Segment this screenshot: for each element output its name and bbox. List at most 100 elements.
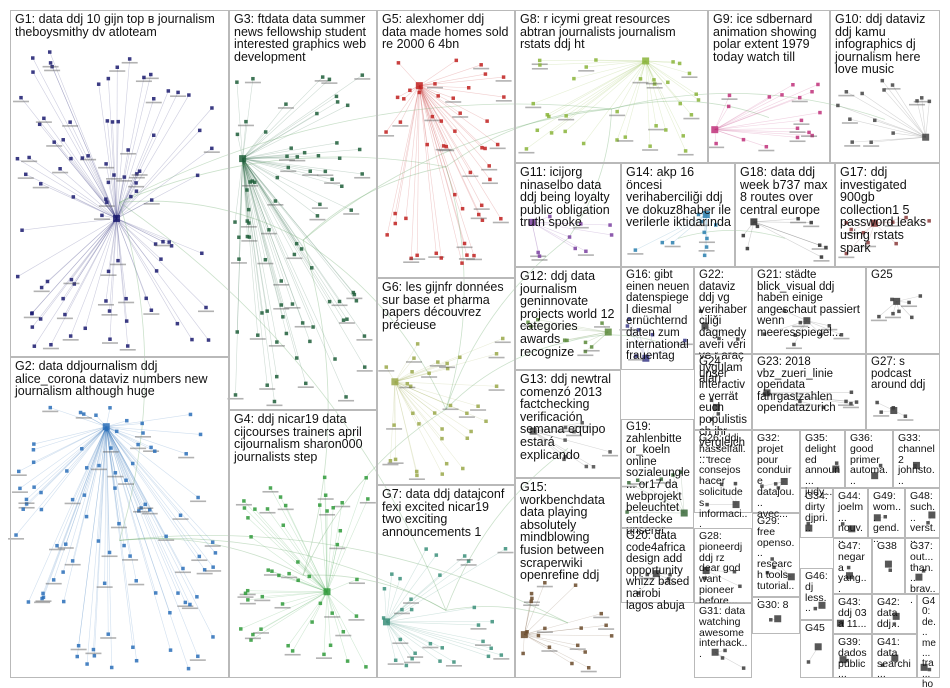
node-g4[interactable] <box>283 503 288 508</box>
node-g46[interactable] <box>818 601 826 609</box>
node-g1[interactable] <box>159 257 163 261</box>
node-g3[interactable] <box>360 73 365 77</box>
node-g20[interactable] <box>652 570 660 578</box>
node-g15[interactable] <box>543 626 547 631</box>
node-g2[interactable] <box>196 654 200 659</box>
node-g2[interactable] <box>139 506 143 510</box>
node-g2[interactable] <box>134 658 139 663</box>
node-g36[interactable] <box>878 463 883 468</box>
node-g20[interactable] <box>645 572 650 577</box>
node-g3[interactable] <box>327 299 332 304</box>
node-g1[interactable] <box>31 70 35 74</box>
node-g2[interactable] <box>96 539 101 543</box>
node-g3[interactable] <box>250 179 255 183</box>
node-g1[interactable] <box>104 299 108 303</box>
node-g20[interactable] <box>668 572 672 577</box>
node-g3[interactable] <box>245 219 250 223</box>
node-g17[interactable] <box>844 251 849 256</box>
node-g8[interactable] <box>524 147 529 151</box>
node-g2[interactable] <box>197 554 202 559</box>
node-g15[interactable] <box>529 591 534 596</box>
node-g23[interactable] <box>821 405 826 410</box>
node-g3[interactable] <box>239 155 247 163</box>
node-g4[interactable] <box>328 643 333 648</box>
node-g9[interactable] <box>741 137 746 142</box>
node-g1[interactable] <box>167 240 171 244</box>
node-g5[interactable] <box>409 256 413 261</box>
node-g39[interactable] <box>845 658 849 663</box>
group-box-g13[interactable]: G13: ddj newtral comenzó 2013 factchecki… <box>515 370 621 478</box>
node-g1[interactable] <box>142 75 146 80</box>
node-g2[interactable] <box>84 466 89 470</box>
node-g8[interactable] <box>563 129 567 134</box>
node-g9[interactable] <box>810 89 814 94</box>
node-g2[interactable] <box>195 595 199 599</box>
node-g5[interactable] <box>454 58 459 63</box>
node-g1[interactable] <box>68 334 73 338</box>
node-g23[interactable] <box>844 399 848 404</box>
node-g7[interactable] <box>404 663 409 668</box>
node-g3[interactable] <box>235 80 239 84</box>
node-g2[interactable] <box>213 551 218 555</box>
node-g24[interactable] <box>709 398 714 403</box>
node-g2[interactable] <box>26 600 31 604</box>
node-g5[interactable] <box>415 82 423 90</box>
node-g3[interactable] <box>337 156 342 160</box>
node-g11[interactable] <box>579 222 583 226</box>
node-g7[interactable] <box>481 639 485 644</box>
group-box-g12[interactable]: G12: ddj data journalism geninnovate pro… <box>515 267 621 370</box>
node-g5[interactable] <box>480 218 485 222</box>
node-g16[interactable] <box>634 354 638 358</box>
group-box-g8[interactable]: G8: r icymi great resources abtran journ… <box>515 10 708 163</box>
node-g1[interactable] <box>100 213 104 218</box>
node-g1[interactable] <box>197 128 202 133</box>
node-g8[interactable] <box>681 134 685 138</box>
node-g1[interactable] <box>124 319 129 323</box>
node-g4[interactable] <box>322 652 326 657</box>
node-g8[interactable] <box>572 76 576 81</box>
group-box-g32[interactable]: G32: projet pour conduire datajou... ave… <box>752 430 800 519</box>
node-g5[interactable] <box>479 203 484 208</box>
node-g6[interactable] <box>494 384 499 389</box>
node-g1[interactable] <box>149 72 153 77</box>
node-g17[interactable] <box>844 221 848 225</box>
node-g3[interactable] <box>300 321 305 325</box>
node-g1[interactable] <box>153 242 158 246</box>
node-g4[interactable] <box>245 588 250 593</box>
node-g23[interactable] <box>854 400 859 404</box>
node-g29[interactable] <box>770 557 774 561</box>
node-g29[interactable] <box>772 565 776 570</box>
node-g3[interactable] <box>295 155 300 159</box>
node-g2[interactable] <box>18 486 22 491</box>
node-g19[interactable] <box>671 473 675 477</box>
node-g39[interactable] <box>839 656 847 664</box>
node-g3[interactable] <box>279 279 283 283</box>
node-g10[interactable] <box>860 91 864 96</box>
node-g1[interactable] <box>68 120 72 124</box>
node-g4[interactable] <box>280 602 285 606</box>
node-g12[interactable] <box>536 317 540 322</box>
node-g9[interactable] <box>795 126 800 131</box>
node-g2[interactable] <box>113 486 117 490</box>
node-g5[interactable] <box>485 119 489 123</box>
node-g2[interactable] <box>147 508 152 512</box>
node-g40[interactable] <box>920 663 928 671</box>
node-g13[interactable] <box>608 450 612 454</box>
node-g7[interactable] <box>393 658 398 663</box>
node-g5[interactable] <box>460 261 464 265</box>
node-g8[interactable] <box>537 58 542 63</box>
node-g2[interactable] <box>153 591 158 595</box>
node-g1[interactable] <box>61 138 65 142</box>
group-box-g18[interactable]: G18: data ddj week b737 max 8 routes ove… <box>735 163 835 267</box>
node-g18[interactable] <box>824 245 828 250</box>
node-g6[interactable] <box>412 356 416 360</box>
node-g19[interactable] <box>680 509 688 517</box>
node-g22[interactable] <box>701 322 709 330</box>
node-g2[interactable] <box>102 423 110 431</box>
node-g3[interactable] <box>308 169 312 174</box>
node-g6[interactable] <box>388 459 393 463</box>
group-box-g41[interactable]: G41: data searchi... <box>872 634 917 680</box>
node-g8[interactable] <box>677 61 682 66</box>
node-g3[interactable] <box>316 154 321 158</box>
node-g24[interactable] <box>712 403 720 411</box>
